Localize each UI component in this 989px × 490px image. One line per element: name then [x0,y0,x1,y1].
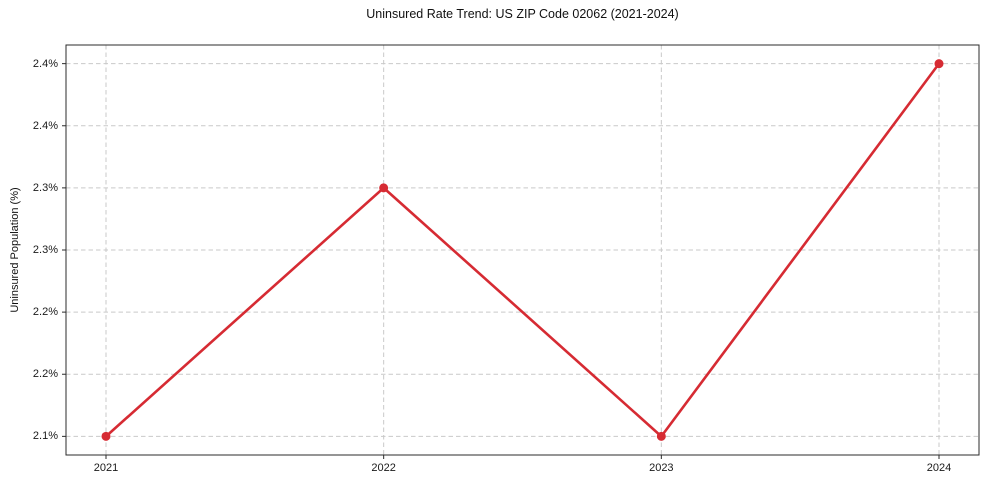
y-tick-label: 2.4% [32,119,58,132]
y-tick-label: 2.3% [32,181,58,194]
x-tick-label: 2021 [93,462,119,474]
x-tick-label: 2022 [371,462,396,474]
data-point [656,431,666,441]
y-tick-label: 2.1% [32,430,58,443]
x-tick-label: 2023 [649,462,674,474]
y-tick-label: 2.3% [32,244,58,256]
x-tick-label: 2024 [926,462,952,474]
y-tick-label: 2.2% [32,306,58,319]
data-point [379,183,389,193]
chart-title: Uninsured Rate Trend: US ZIP Code 02062 … [366,7,679,21]
data-point [101,431,111,441]
data-point [934,59,944,69]
trend-line [104,62,941,438]
y-tick-label: 2.4% [32,57,58,70]
y-tick-label: 2.2% [32,368,58,381]
